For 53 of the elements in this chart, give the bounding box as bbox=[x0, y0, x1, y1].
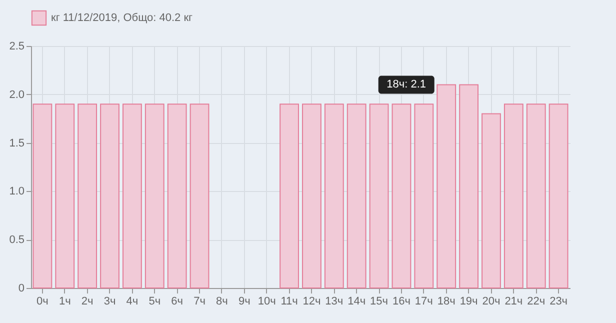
y-tick-label: 1.5 bbox=[9, 137, 24, 150]
x-tick-label: 2ч bbox=[81, 296, 94, 308]
bar bbox=[190, 104, 210, 288]
bar bbox=[414, 104, 434, 288]
x-tick-label: 14ч bbox=[348, 296, 366, 308]
x-tick-label: 18ч bbox=[437, 296, 456, 308]
bar bbox=[459, 84, 478, 288]
x-tick-label: 5ч bbox=[148, 296, 161, 308]
bar bbox=[369, 104, 389, 288]
bar bbox=[392, 104, 412, 288]
y-tick-label: 2.5 bbox=[9, 40, 24, 52]
x-tick-label: 15ч bbox=[370, 296, 388, 308]
bar bbox=[55, 104, 75, 288]
x-tick-label: 4ч bbox=[126, 296, 138, 308]
bar bbox=[122, 104, 142, 288]
x-tick-label: 22ч bbox=[527, 296, 546, 308]
bar bbox=[548, 104, 568, 288]
bar bbox=[302, 104, 322, 288]
x-tick-label: 16ч bbox=[392, 296, 410, 308]
x-tick-label: 11ч bbox=[280, 296, 298, 308]
legend-label: кг 11/12/2019, Общо: 40.2 кг bbox=[51, 12, 193, 24]
bar bbox=[144, 104, 164, 288]
bar bbox=[100, 104, 120, 288]
y-tick-label: 0 bbox=[18, 282, 24, 294]
x-tick-label: 1ч bbox=[58, 296, 71, 308]
x-tick-label: 0ч bbox=[36, 296, 48, 308]
y-tick-label: 0.5 bbox=[9, 234, 24, 246]
x-tick-label: 10ч bbox=[258, 296, 276, 308]
bar bbox=[346, 104, 366, 288]
x-tick-label: 3ч bbox=[104, 296, 116, 308]
bar bbox=[280, 104, 299, 288]
x-tick-label: 8ч bbox=[216, 296, 228, 308]
x-tick-label: 6ч bbox=[171, 296, 184, 308]
x-tick-label: 19ч bbox=[460, 296, 478, 308]
bar bbox=[504, 104, 524, 288]
x-tick-label: 21ч bbox=[504, 296, 523, 308]
bar bbox=[526, 104, 546, 288]
x-tick-label: 17ч bbox=[414, 296, 433, 308]
x-tick-label: 23ч bbox=[550, 296, 568, 308]
bar bbox=[324, 104, 344, 288]
bar bbox=[78, 104, 98, 288]
y-tick-label: 2.0 bbox=[9, 88, 24, 101]
x-tick-label: 7ч bbox=[194, 296, 206, 308]
bar bbox=[436, 84, 456, 288]
annotation: 18ч: 2.1 bbox=[386, 78, 426, 91]
bar bbox=[482, 113, 501, 288]
x-tick-label: 13ч bbox=[325, 296, 344, 308]
bar bbox=[32, 104, 52, 288]
x-tick-label: 12ч bbox=[302, 296, 321, 308]
y-tick-label: 1.0 bbox=[9, 186, 24, 198]
bar bbox=[167, 104, 187, 288]
x-tick-label: 20ч bbox=[482, 296, 500, 308]
x-tick-label: 9ч bbox=[238, 296, 250, 308]
